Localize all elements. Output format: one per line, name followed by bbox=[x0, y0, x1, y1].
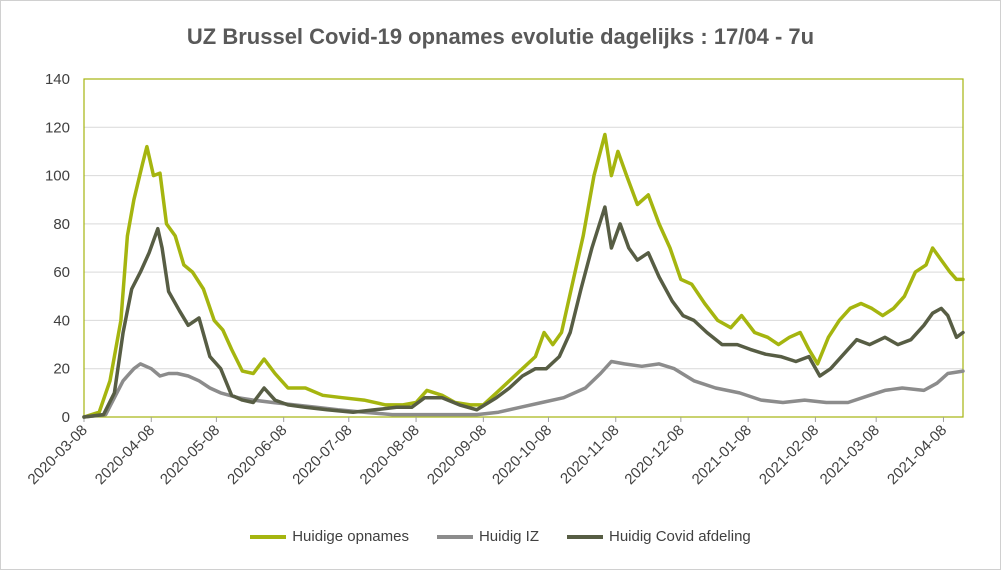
y-tick-label: 140 bbox=[45, 71, 70, 88]
y-tick-label: 40 bbox=[53, 312, 70, 329]
series-line bbox=[82, 205, 965, 419]
legend-item: Huidig IZ bbox=[436, 528, 539, 545]
x-tick-label: 2020-10-08 bbox=[489, 422, 555, 488]
legend-label: Huidige opnames bbox=[292, 528, 409, 545]
x-tick-label: 2020-04-08 bbox=[92, 422, 158, 488]
y-tick-label: 20 bbox=[53, 361, 70, 378]
legend-item: Huidig Covid afdeling bbox=[567, 528, 751, 545]
x-tick-label: 2021-01-08 bbox=[689, 422, 755, 488]
chart-legend: Huidige opnames Huidig IZ Huidig Covid afd… bbox=[0, 528, 1001, 545]
legend-swatch bbox=[567, 534, 603, 539]
y-tick-label: 120 bbox=[45, 119, 70, 136]
series-line bbox=[82, 132, 965, 419]
chart-title: UZ Brussel Covid-19 opnames evolutie dag… bbox=[186, 24, 815, 49]
series-line bbox=[82, 359, 965, 419]
legend-label: Huidig IZ bbox=[478, 528, 539, 545]
x-tick-label: 2020-03-08 bbox=[25, 422, 91, 488]
x-tick-label: 2020-05-08 bbox=[157, 422, 223, 488]
y-tick-label: 80 bbox=[53, 216, 70, 233]
legend-item: Huidige opnames bbox=[250, 528, 409, 545]
y-tick-label: 60 bbox=[53, 264, 70, 281]
x-tick-label: 2021-03-08 bbox=[817, 422, 883, 488]
y-tick-label: 0 bbox=[62, 409, 70, 426]
x-tick-label: 2020-08-08 bbox=[357, 422, 423, 488]
y-tick-label: 100 bbox=[45, 168, 70, 185]
x-tick-label: 2021-02-08 bbox=[756, 422, 822, 488]
legend-label: Huidig Covid afdeling bbox=[609, 528, 751, 545]
x-tick-label: 2020-09-08 bbox=[424, 422, 490, 488]
x-tick-label: 2020-06-08 bbox=[224, 422, 290, 488]
x-tick-label: 2020-11-08 bbox=[557, 422, 622, 487]
x-tick-label: 2021-04-08 bbox=[884, 422, 950, 488]
x-tick-label: 2020-07-08 bbox=[289, 422, 355, 488]
x-tick-label: 2020-12-08 bbox=[621, 422, 687, 488]
plot-area bbox=[83, 78, 964, 418]
legend-swatch bbox=[250, 534, 287, 539]
legend-swatch bbox=[436, 534, 473, 539]
